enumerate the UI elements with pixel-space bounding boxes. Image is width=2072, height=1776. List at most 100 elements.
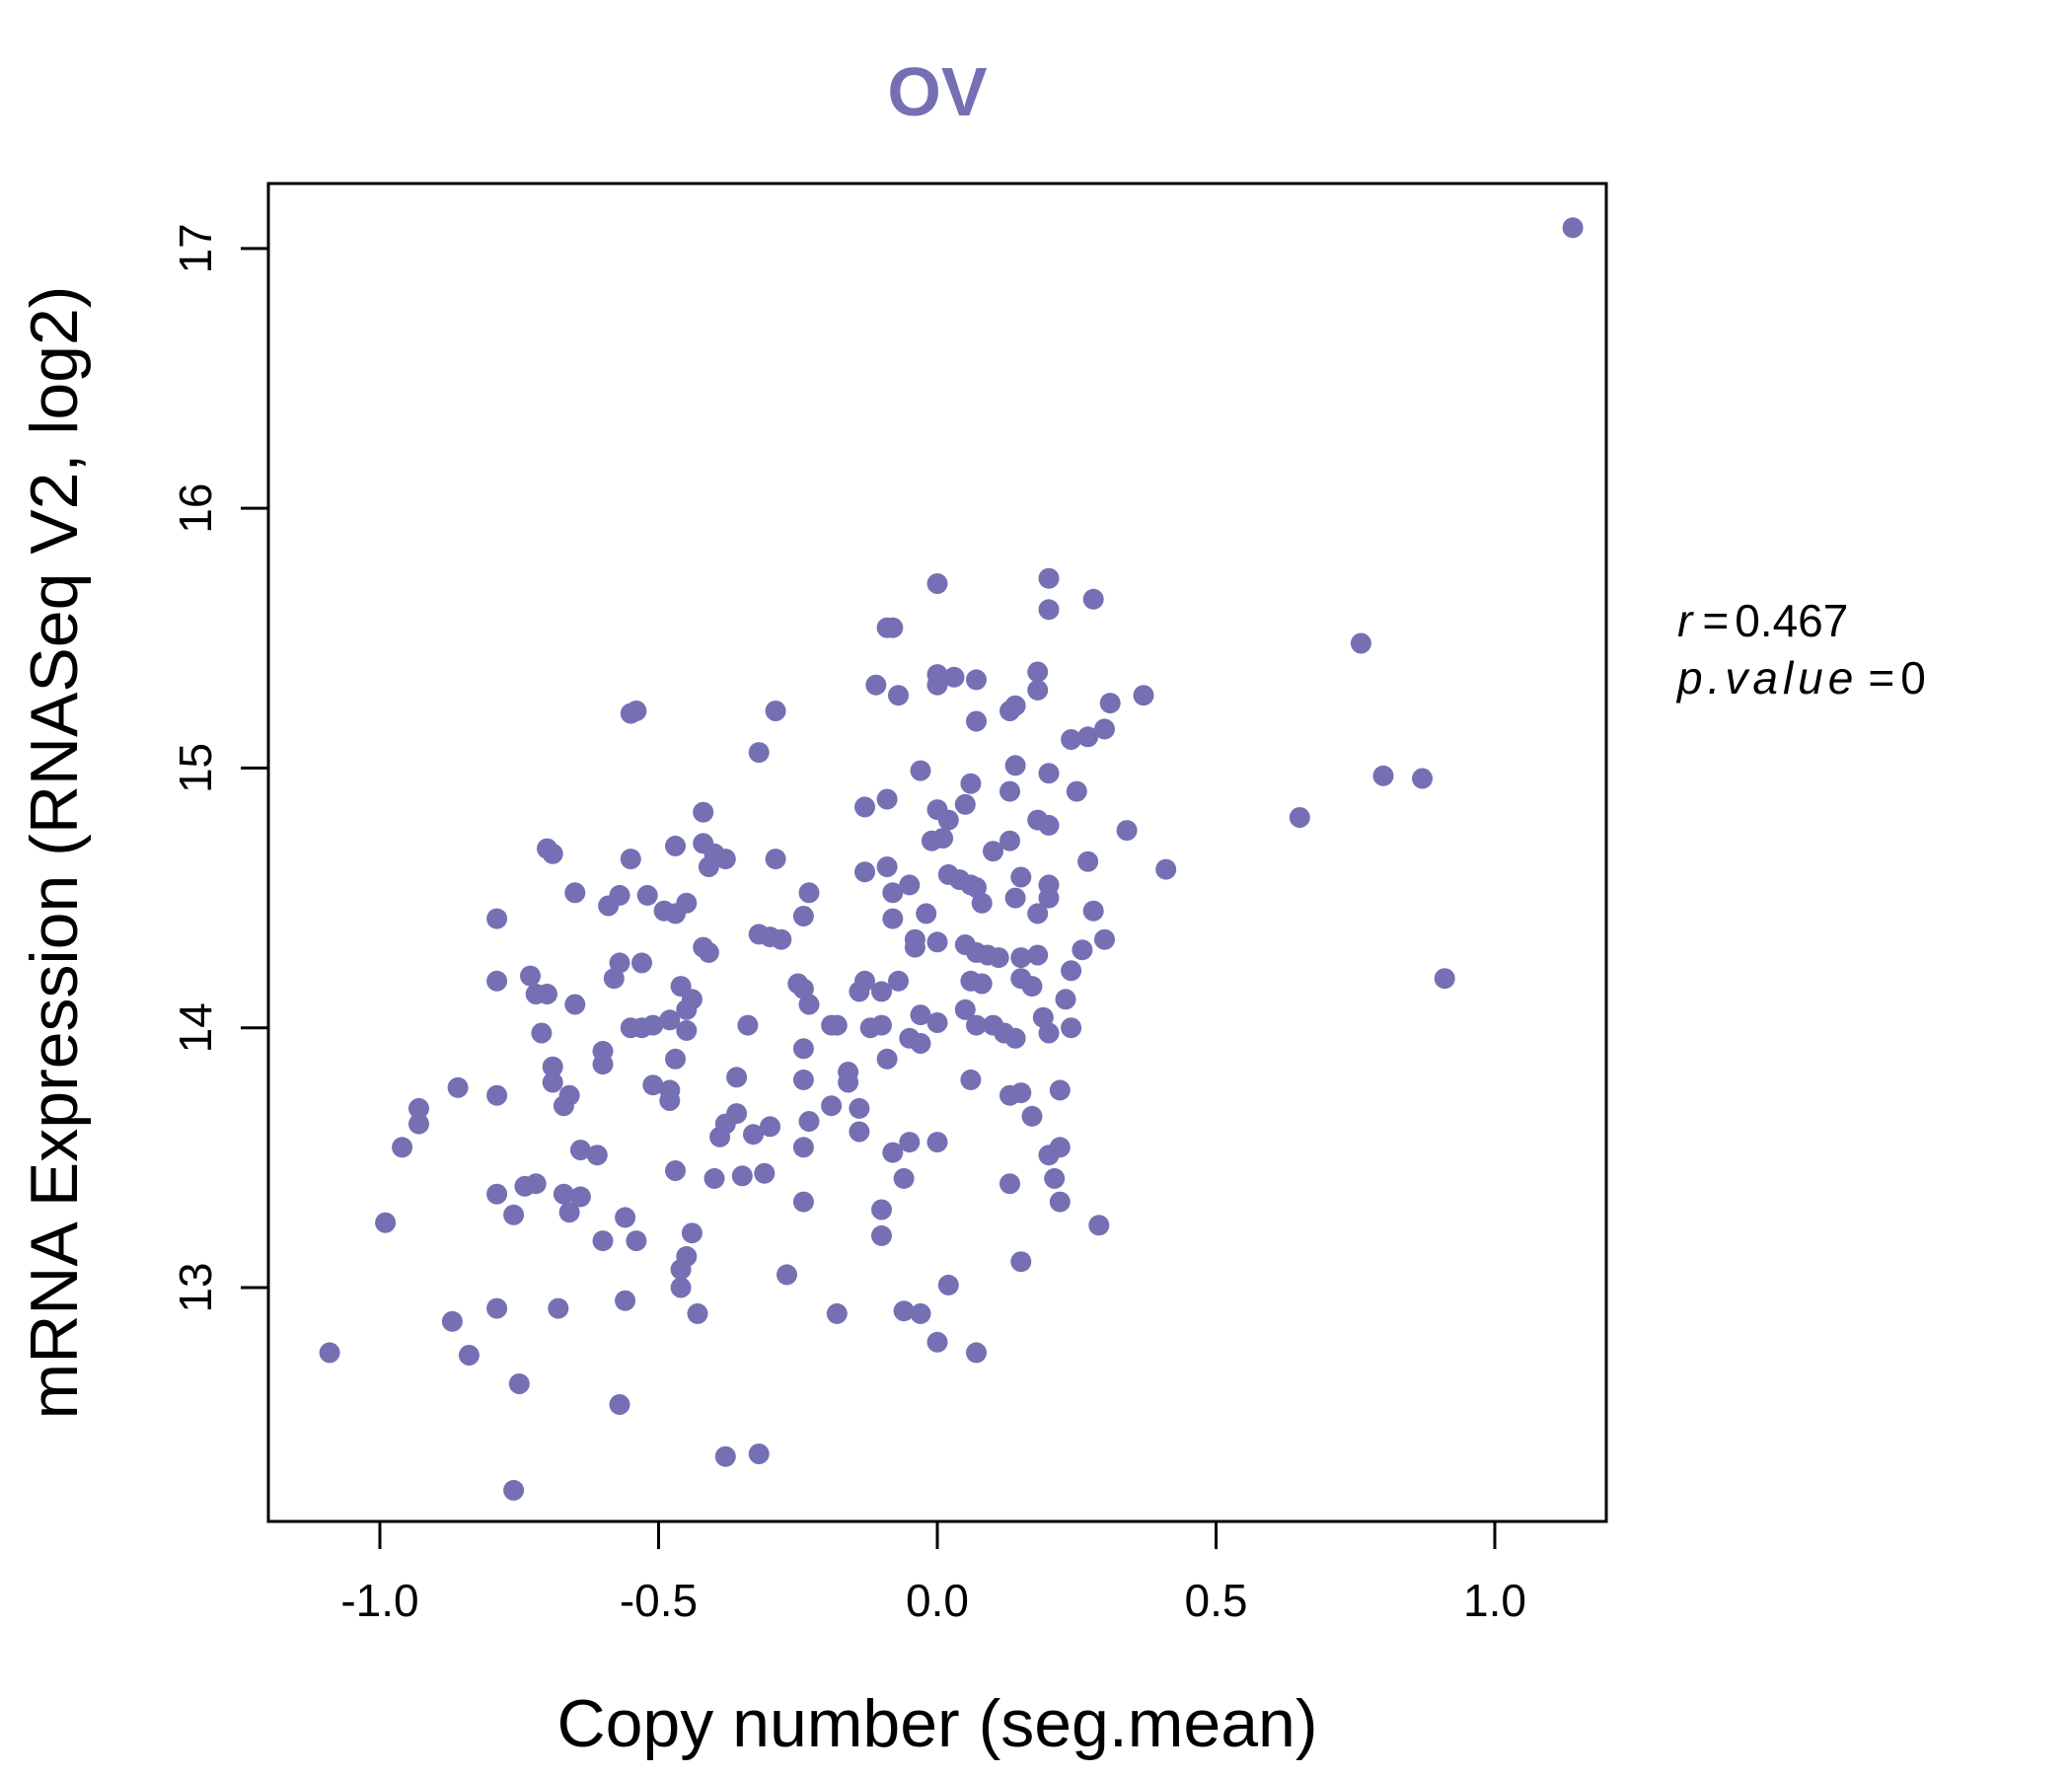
data-point xyxy=(882,882,904,904)
data-point xyxy=(792,906,814,926)
data-point xyxy=(754,1162,776,1184)
data-point xyxy=(1412,768,1433,789)
data-point xyxy=(904,936,925,958)
data-point xyxy=(777,1264,797,1286)
data-point xyxy=(609,1394,630,1415)
data-point xyxy=(792,1069,814,1090)
x-tick-label: 0.0 xyxy=(906,1575,969,1626)
data-point xyxy=(508,1373,530,1394)
data-point xyxy=(659,1009,681,1031)
data-point xyxy=(537,984,557,1004)
data-point xyxy=(520,965,541,987)
data-point xyxy=(888,970,909,992)
data-point xyxy=(966,877,987,898)
data-point xyxy=(592,1230,614,1252)
data-point xyxy=(1021,1105,1043,1127)
data-point xyxy=(854,796,875,818)
x-tick-label: 1.0 xyxy=(1463,1575,1526,1626)
data-point xyxy=(631,952,652,974)
data-point xyxy=(999,780,1020,802)
data-point xyxy=(966,1342,987,1364)
data-point xyxy=(665,1160,686,1181)
data-point xyxy=(954,793,976,815)
data-point xyxy=(826,1302,848,1324)
data-point xyxy=(943,666,965,688)
data-point xyxy=(765,701,786,721)
data-point xyxy=(1038,567,1060,589)
data-point xyxy=(737,1014,759,1036)
data-point xyxy=(792,1137,814,1158)
data-point xyxy=(665,1048,686,1070)
data-point xyxy=(687,1302,708,1324)
data-point xyxy=(564,882,586,904)
data-point xyxy=(609,952,630,974)
data-point xyxy=(960,1069,982,1090)
data-point xyxy=(882,617,904,638)
data-point xyxy=(1372,765,1394,786)
data-point xyxy=(703,1167,725,1189)
y-axis: 13 14 15 16 17 xyxy=(170,223,270,1313)
data-point xyxy=(899,1132,921,1153)
data-point xyxy=(486,908,508,929)
y-tick-label: 16 xyxy=(170,483,221,534)
data-point xyxy=(916,903,937,925)
p-label: p.value xyxy=(1675,652,1858,703)
data-point xyxy=(1094,928,1115,950)
x-tick-label: -0.5 xyxy=(620,1575,698,1626)
data-point xyxy=(1038,1022,1060,1044)
data-point xyxy=(926,674,948,696)
data-point xyxy=(865,674,887,696)
data-point xyxy=(1004,755,1026,777)
data-point xyxy=(798,882,820,904)
data-point xyxy=(1004,1027,1026,1049)
data-point xyxy=(392,1137,413,1158)
data-point xyxy=(609,884,630,906)
data-point xyxy=(375,1212,397,1233)
data-point xyxy=(665,835,686,856)
data-point xyxy=(503,1204,525,1225)
data-point xyxy=(966,669,987,691)
data-point xyxy=(486,970,508,992)
data-point xyxy=(854,970,875,992)
data-point xyxy=(926,1012,948,1033)
y-axis-label: mRNA Expression (RNASeq V2, log2) xyxy=(17,286,92,1420)
x-tick-label: -1.0 xyxy=(340,1575,418,1626)
data-point xyxy=(1004,695,1026,716)
data-point xyxy=(681,1222,703,1244)
data-point xyxy=(1289,807,1310,828)
data-point xyxy=(1049,1191,1071,1213)
data-point xyxy=(558,1202,580,1223)
data-point xyxy=(1027,661,1049,683)
data-point xyxy=(988,947,1009,969)
data-point xyxy=(447,1076,469,1098)
data-point xyxy=(876,1048,898,1070)
data-point xyxy=(871,1014,892,1036)
data-point xyxy=(1066,780,1087,802)
data-point xyxy=(937,1274,959,1295)
data-point xyxy=(954,999,976,1020)
data-point xyxy=(760,1116,780,1138)
plot-frame xyxy=(266,182,1608,1523)
data-point xyxy=(676,1245,698,1267)
data-point xyxy=(771,928,792,950)
data-point xyxy=(531,1022,553,1044)
data-points xyxy=(319,217,1584,1501)
data-point xyxy=(636,884,658,906)
data-point xyxy=(676,892,698,914)
data-point xyxy=(1094,718,1115,740)
data-point xyxy=(1082,588,1104,610)
data-point xyxy=(592,1054,614,1075)
data-point xyxy=(486,1183,508,1205)
r-value: 0.467 xyxy=(1735,595,1848,646)
data-point xyxy=(693,801,714,823)
data-point xyxy=(603,968,625,990)
y-tick-label: 15 xyxy=(170,743,221,793)
data-point xyxy=(558,1084,580,1106)
p-value: 0 xyxy=(1900,652,1926,703)
data-point xyxy=(486,1297,508,1319)
data-point xyxy=(726,1067,748,1088)
data-point xyxy=(1350,632,1371,654)
data-point xyxy=(849,1097,870,1119)
data-point xyxy=(1021,976,1043,998)
